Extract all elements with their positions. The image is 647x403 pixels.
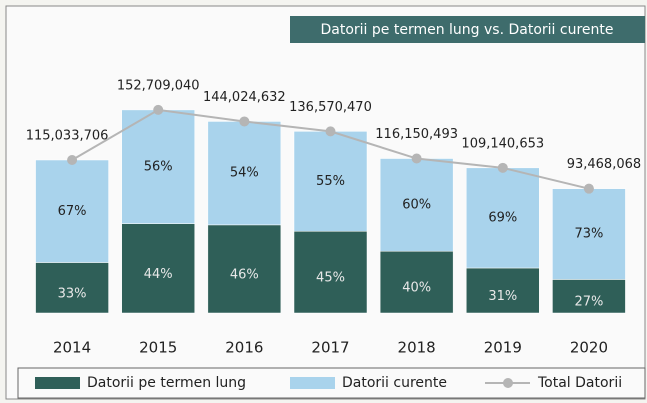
chart-title: Datorii pe termen lung vs. Datorii curen… (321, 22, 614, 38)
line-marker (411, 153, 422, 164)
x-tick-label: 2017 (311, 339, 349, 357)
bar-segment (293, 231, 368, 314)
value-label: 54% (230, 166, 259, 181)
bar-segment (293, 131, 368, 232)
value-label: 44% (144, 267, 173, 282)
total-label: 152,709,040 (117, 78, 200, 93)
legend-label: Total Datorii (537, 375, 622, 391)
line-marker (583, 183, 594, 194)
line-marker (325, 126, 336, 137)
title-box (290, 16, 645, 43)
value-label: 27% (574, 295, 603, 310)
x-tick-label: 2016 (225, 339, 263, 357)
total-label: 144,024,632 (203, 90, 286, 105)
legend-label: Datorii curente (342, 375, 447, 391)
bar-segment (466, 267, 540, 314)
value-label: 40% (402, 281, 431, 296)
value-label: 31% (488, 289, 517, 304)
x-tick-label: 2019 (484, 339, 522, 357)
legend-marker (503, 378, 513, 388)
bar-segment (552, 279, 626, 314)
bar-segment (35, 159, 109, 263)
value-label: 67% (58, 204, 87, 219)
bar-segment (379, 250, 454, 314)
value-label: 46% (230, 267, 259, 282)
value-label: 73% (574, 227, 603, 242)
line-marker (497, 162, 508, 173)
total-label: 116,150,493 (375, 127, 458, 142)
bar-segment (379, 158, 454, 252)
bar-segment (121, 109, 195, 224)
bar-segment (552, 188, 626, 280)
legend-box (17, 367, 646, 399)
legend-swatch (35, 377, 80, 389)
value-label: 60% (402, 197, 431, 212)
x-tick-label: 2020 (570, 339, 608, 357)
x-tick-label: 2015 (139, 339, 177, 357)
value-label: 56% (144, 159, 173, 174)
value-label: 69% (488, 210, 517, 225)
x-tick-label: 2018 (398, 339, 436, 357)
legend-label: Datorii pe termen lung (87, 375, 246, 391)
total-label: 115,033,706 (26, 129, 109, 144)
value-label: 33% (58, 286, 87, 301)
line-marker (67, 155, 78, 166)
value-label: 55% (316, 174, 345, 189)
value-label: 45% (316, 271, 345, 286)
line-marker (239, 116, 250, 127)
line-marker (153, 104, 164, 115)
total-label: 136,570,470 (289, 100, 372, 115)
bar-segment (121, 223, 195, 314)
total-label: 109,140,653 (461, 136, 544, 151)
total-label: 93,468,068 (567, 157, 641, 172)
bar-segment (207, 121, 282, 226)
legend-swatch (290, 377, 335, 389)
bar-segment (207, 224, 282, 314)
x-tick-label: 2014 (53, 339, 91, 357)
